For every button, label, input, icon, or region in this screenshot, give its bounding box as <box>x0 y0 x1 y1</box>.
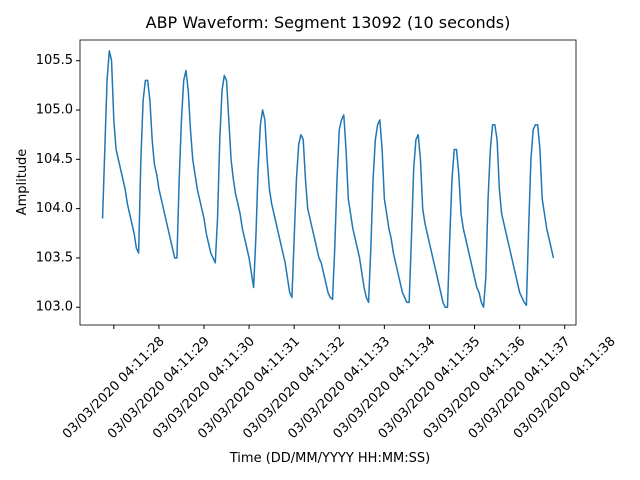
waveform-line <box>101 50 555 308</box>
y-axis-label: Amplitude <box>15 149 30 216</box>
y-tick-label: 105.5 <box>36 53 73 68</box>
y-tick-label: 105.0 <box>36 103 73 118</box>
chart-title: ABP Waveform: Segment 13092 (10 seconds) <box>146 13 511 32</box>
y-tick-label: 103.5 <box>36 250 73 265</box>
x-axis-label: Time (DD/MM/YYYY HH:MM:SS) <box>229 451 430 466</box>
y-tick-label: 104.0 <box>36 201 73 216</box>
plot-frame <box>79 39 577 326</box>
y-tick-label: 104.5 <box>36 152 73 167</box>
y-tick-label: 103.0 <box>36 300 73 315</box>
